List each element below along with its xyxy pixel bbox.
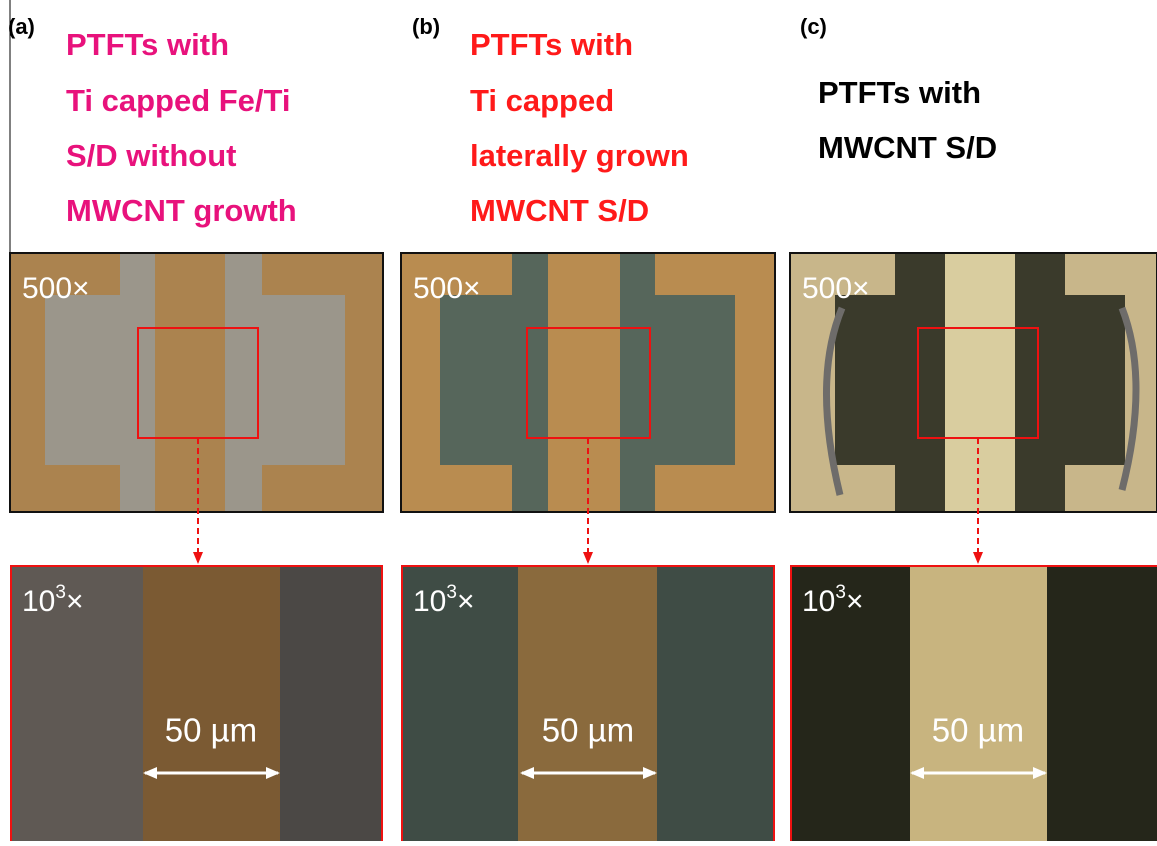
caption-line: PTFTs with bbox=[818, 75, 981, 110]
scale-label: 50 µm bbox=[165, 712, 257, 749]
caption-line: Ti capped Fe/Ti bbox=[66, 83, 291, 118]
magnification: 500× bbox=[413, 272, 481, 305]
caption-line: MWCNT growth bbox=[66, 193, 297, 228]
magnification: 103× bbox=[802, 582, 863, 618]
magnification: 103× bbox=[22, 582, 83, 618]
magnification: 103× bbox=[413, 582, 474, 618]
mag-base: 10 bbox=[413, 585, 446, 618]
scale-label: 50 µm bbox=[542, 712, 634, 749]
micrograph-high: 103× 50 µm bbox=[790, 565, 1157, 841]
micrograph-low: 500× bbox=[10, 253, 383, 512]
mag-base: 10 bbox=[802, 585, 835, 618]
micrograph-high: 103× 50 µm bbox=[401, 565, 775, 841]
micrograph-low: 500× bbox=[790, 253, 1157, 512]
page: {"panels":[ {"label":"(a)","caption":["P… bbox=[0, 0, 1157, 841]
magnification: 500× bbox=[22, 272, 90, 305]
figure: (a) PTFTs with Ti capped Fe/Ti S/D witho… bbox=[0, 0, 1157, 841]
caption-line: Ti capped bbox=[470, 83, 614, 118]
caption-line: PTFTs with bbox=[470, 27, 633, 62]
mag-base: 10 bbox=[22, 585, 55, 618]
caption-line: MWCNT S/D bbox=[818, 130, 997, 165]
caption-line: MWCNT S/D bbox=[470, 193, 649, 228]
caption-line: PTFTs with bbox=[66, 27, 229, 62]
panel-b: (b) PTFTs with Ti capped laterally grown… bbox=[401, 14, 775, 841]
caption-line: laterally grown bbox=[470, 138, 689, 173]
mag-unit: × bbox=[66, 585, 84, 618]
mag-exponent: 3 bbox=[446, 582, 457, 603]
caption-line: S/D without bbox=[66, 138, 236, 173]
panel-label: (b) bbox=[412, 14, 440, 39]
micrograph-high: 103× 50 µm bbox=[10, 565, 383, 841]
magnification: 500× bbox=[802, 272, 870, 305]
mag-exponent: 3 bbox=[835, 582, 846, 603]
panel-label: (a) bbox=[8, 14, 35, 39]
panel-label: (c) bbox=[800, 14, 827, 39]
panel-a: (a) PTFTs with Ti capped Fe/Ti S/D witho… bbox=[8, 14, 383, 841]
panel-c: (c) PTFTs with MWCNT S/D 500× 103× 50 µm bbox=[790, 14, 1157, 841]
mag-exponent: 3 bbox=[55, 582, 66, 603]
scale-label: 50 µm bbox=[932, 712, 1024, 749]
mag-unit: × bbox=[457, 585, 475, 618]
mag-unit: × bbox=[846, 585, 864, 618]
